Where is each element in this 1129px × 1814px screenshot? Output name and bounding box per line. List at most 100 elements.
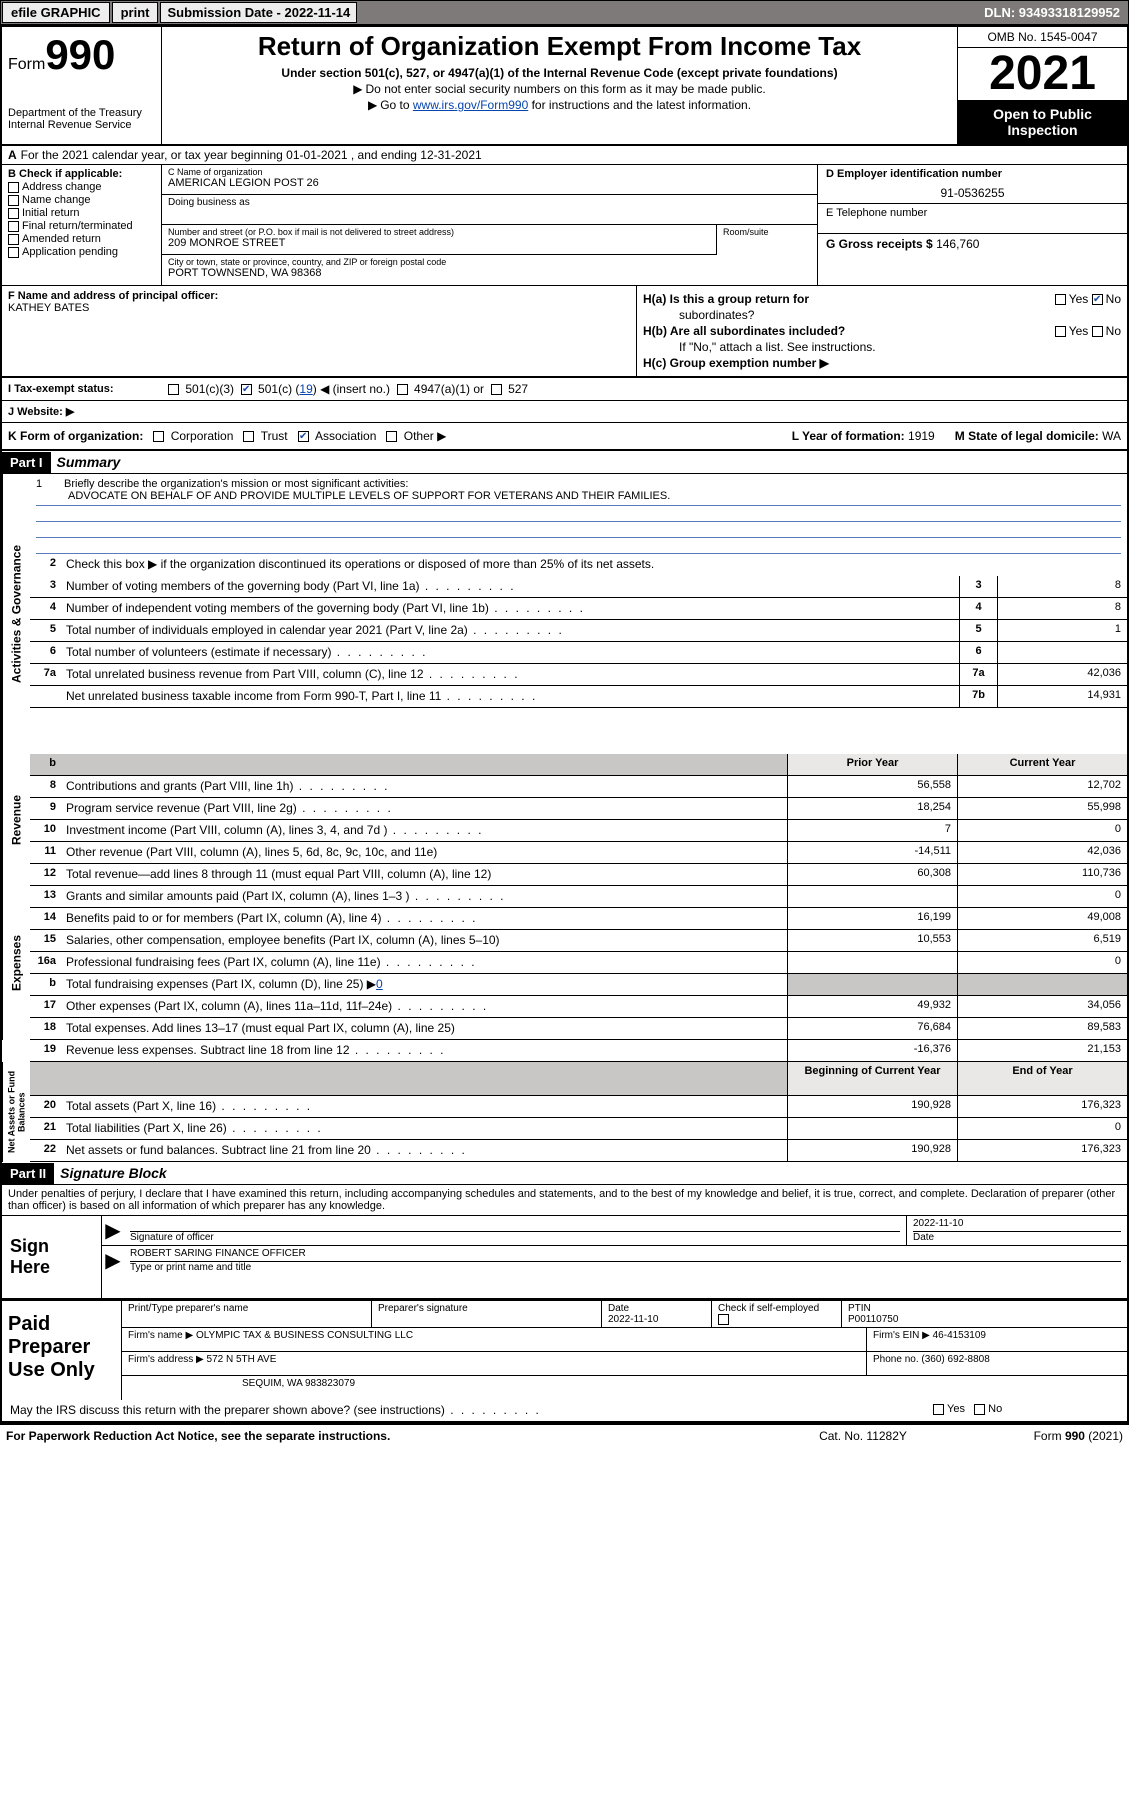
prep-row-3: Firm's address ▶ 572 N 5TH AVE Phone no.… (122, 1352, 1127, 1376)
firm-name-label: Firm's name ▶ (128, 1330, 193, 1341)
k-other-box[interactable] (386, 431, 397, 442)
l9-desc: Program service revenue (Part VIII, line… (62, 798, 787, 819)
c18: 89,583 (957, 1018, 1127, 1039)
v6 (997, 642, 1127, 663)
p8: 56,558 (787, 776, 957, 797)
c20: 176,323 (957, 1096, 1127, 1117)
cb-amended-return[interactable]: Amended return (8, 233, 155, 245)
net-assets-block: Net Assets or Fund Balances Beginning of… (2, 1062, 1127, 1162)
line-1: 1Briefly describe the organization's mis… (30, 474, 1127, 554)
ha-yes-box[interactable] (1055, 294, 1066, 305)
v5: 1 (997, 620, 1127, 641)
header-center: Return of Organization Exempt From Incom… (162, 27, 957, 144)
k-other: Other ▶ (404, 429, 447, 443)
c8: 12,702 (957, 776, 1127, 797)
m-domicile: M State of legal domicile: WA (955, 429, 1121, 443)
signature-intro: Under penalties of perjury, I declare th… (2, 1185, 1127, 1215)
line-9: 9Program service revenue (Part VIII, lin… (30, 798, 1127, 820)
row-i: I Tax-exempt status: 501(c)(3) 501(c) (1… (2, 377, 1127, 401)
i-501c-num[interactable]: 19 (299, 382, 312, 396)
header-right: OMB No. 1545-0047 2021 Open to Public In… (957, 27, 1127, 144)
cb-lbl-4: Amended return (22, 233, 101, 245)
self-employed-box[interactable] (718, 1314, 729, 1325)
cb-address-change[interactable]: Address change (8, 181, 155, 193)
form-990-number: 990 (45, 31, 115, 78)
sidebar-revenue: Revenue (2, 754, 30, 886)
line-4: 4Number of independent voting members of… (30, 598, 1127, 620)
pt-date-cell: Date2022-11-10 (602, 1301, 712, 1327)
firm-ein: 46-4153109 (933, 1330, 986, 1341)
l11-desc: Other revenue (Part VIII, column (A), li… (62, 842, 787, 863)
k-trust-box[interactable] (243, 431, 254, 442)
irs-link[interactable]: www.irs.gov/Form990 (413, 98, 528, 112)
i-527: 527 (508, 382, 528, 396)
city-cell: City or town, state or province, country… (162, 255, 817, 285)
cb-name-change[interactable]: Name change (8, 194, 155, 206)
row-a-tax-year: A For the 2021 calendar year, or tax yea… (2, 146, 1127, 165)
subtitle-2: ▶Do not enter social security numbers on… (168, 82, 951, 96)
p16a (787, 952, 957, 973)
c16b (957, 974, 1127, 995)
c17: 34,056 (957, 996, 1127, 1017)
c13: 0 (957, 886, 1127, 907)
assets-hdr-spacer (62, 1062, 787, 1095)
activities-content: 1Briefly describe the organization's mis… (30, 474, 1127, 754)
hb-yes-box[interactable] (1055, 326, 1066, 337)
l14-desc: Benefits paid to or for members (Part IX… (62, 908, 787, 929)
efile-label: efile GRAPHIC (2, 2, 110, 23)
subtitle-1: Under section 501(c), 527, or 4947(a)(1)… (168, 66, 951, 80)
l-label: L Year of formation: (792, 429, 905, 443)
city-value: PORT TOWNSEND, WA 98368 (168, 267, 811, 279)
k-corp: Corporation (171, 429, 234, 443)
i-4947-box[interactable] (397, 384, 408, 395)
line-17: 17Other expenses (Part IX, column (A), l… (30, 996, 1127, 1018)
street-value: 209 MONROE STREET (168, 237, 710, 249)
i-501c3-box[interactable] (168, 384, 179, 395)
i-527-box[interactable] (491, 384, 502, 395)
l16b-val[interactable]: 0 (376, 977, 383, 991)
name-label: Type or print name and title (130, 1262, 1121, 1273)
p12: 60,308 (787, 864, 957, 885)
cb-lbl-2: Initial return (22, 207, 79, 219)
org-name-cell: C Name of organization AMERICAN LEGION P… (162, 165, 817, 195)
p16b (787, 974, 957, 995)
c10: 0 (957, 820, 1127, 841)
ha-no-box[interactable] (1092, 294, 1103, 305)
sign-here-label: Sign Here (2, 1216, 102, 1298)
irs-label: Internal Revenue Service (8, 119, 155, 131)
submission-date: Submission Date - 2022-11-14 (160, 2, 357, 23)
section-f-h: F Name and address of principal officer:… (2, 286, 1127, 377)
part-i-label: Part I (2, 452, 51, 473)
sig-row-1: ▶ Signature of officer 2022-11-10 Date (102, 1216, 1127, 1246)
cb-final-return[interactable]: Final return/terminated (8, 220, 155, 232)
k-corp-box[interactable] (153, 431, 164, 442)
v7a: 42,036 (997, 664, 1127, 685)
p11: -14,511 (787, 842, 957, 863)
l7a-desc: Total unrelated business revenue from Pa… (62, 664, 959, 685)
arrow-icon-2: ▶ (102, 1246, 124, 1275)
sign-here-block: Sign Here ▶ Signature of officer 2022-11… (2, 1215, 1127, 1300)
hb-no-box[interactable] (1092, 326, 1103, 337)
l19-desc: Revenue less expenses. Subtract line 18 … (62, 1040, 787, 1061)
ha-label: H(a) Is this a group return for (643, 292, 809, 306)
officer-sig-cell: Signature of officer (124, 1216, 907, 1245)
c21: 0 (957, 1118, 1127, 1139)
may-irs-no-box[interactable] (974, 1404, 985, 1415)
i-501c-box[interactable] (241, 384, 252, 395)
cb-application-pending[interactable]: Application pending (8, 246, 155, 258)
may-irs-yn: Yes No (927, 1400, 1127, 1421)
l20-desc: Total assets (Part X, line 16) (62, 1096, 787, 1117)
street-row: Number and street (or P.O. box if mail i… (162, 225, 817, 255)
print-button[interactable]: print (112, 2, 159, 23)
entity-right: D Employer identification number 91-0536… (817, 165, 1127, 285)
may-irs-yes-box[interactable] (933, 1404, 944, 1415)
line-8: 8Contributions and grants (Part VIII, li… (30, 776, 1127, 798)
row-a-label: A (8, 148, 17, 162)
k-right: L Year of formation: 1919 M State of leg… (792, 429, 1121, 443)
activities-block: Activities & Governance 1Briefly describ… (2, 474, 1127, 754)
i-4947: 4947(a)(1) or (414, 382, 484, 396)
cb-initial-return[interactable]: Initial return (8, 207, 155, 219)
org-name: AMERICAN LEGION POST 26 (168, 177, 811, 189)
gross-cell: G Gross receipts $ 146,760 (818, 234, 1127, 264)
k-assoc-box[interactable] (298, 431, 309, 442)
